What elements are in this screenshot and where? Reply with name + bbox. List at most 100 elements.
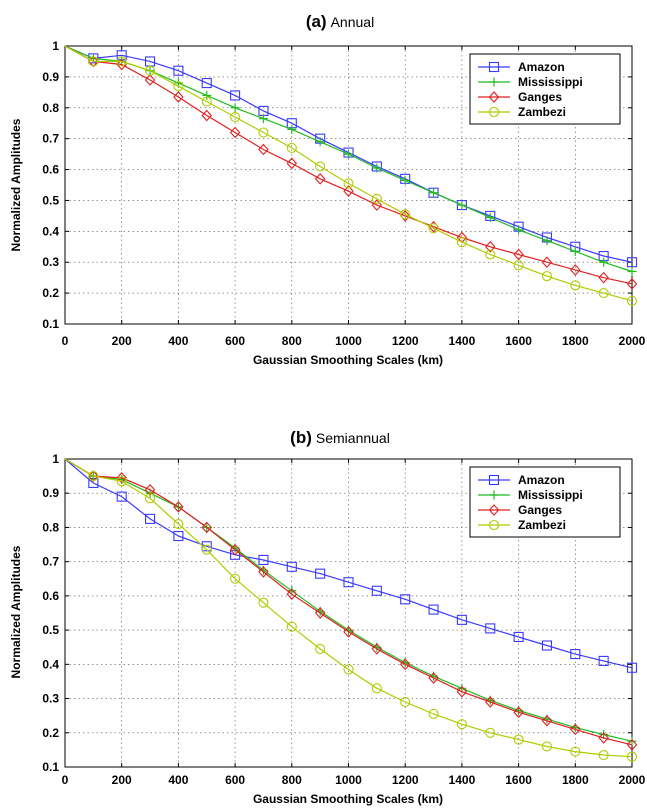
legend-marker-mississippi [489, 490, 499, 500]
data-point-zambezi [485, 727, 496, 738]
data-point-mississippi [457, 200, 467, 210]
data-point-ganges [513, 706, 524, 719]
data-point-zambezi [541, 271, 553, 282]
data-point-mississippi [315, 137, 325, 147]
data-point-zambezi [428, 223, 439, 234]
data-point-ganges [229, 126, 241, 139]
data-point-amazon [541, 640, 553, 651]
y-tick-label: 0.9 [42, 486, 59, 500]
data-point-zambezi [286, 621, 297, 632]
y-tick-label: 0.2 [42, 286, 59, 300]
data-point-mississippi [230, 103, 240, 113]
x-tick-label: 2000 [619, 334, 646, 348]
y-tick-label: 0.4 [42, 657, 59, 671]
series-line-ganges [64, 458, 633, 746]
grid [65, 46, 632, 324]
y-tick-label: 0.9 [42, 70, 59, 84]
data-point-ganges [286, 157, 298, 170]
x-axis-label: Gaussian Smoothing Scales (km) [253, 792, 443, 806]
legend-marker-ganges [488, 91, 500, 103]
data-point-ganges [570, 264, 581, 276]
y-tick-label: 0.4 [42, 224, 59, 238]
data-point-zambezi [570, 280, 581, 291]
data-point-amazon [485, 623, 496, 634]
x-tick-label: 400 [168, 334, 188, 348]
data-point-amazon [230, 90, 241, 101]
y-tick-label: 0.5 [42, 193, 59, 207]
x-tick-label: 1200 [392, 773, 419, 787]
x-tick-label: 1600 [505, 334, 532, 348]
ticks: 0 200 400 600 800 1000 1200 1400 1600 1800 2000 0.1… [42, 39, 645, 348]
x-tick-label: 600 [225, 334, 245, 348]
data-point-ganges [173, 91, 184, 103]
series-line-zambezi [64, 45, 633, 302]
data-point-zambezi [258, 127, 269, 138]
data-point-zambezi [230, 573, 241, 584]
data-point-zambezi [598, 288, 609, 299]
data-point-amazon [570, 649, 581, 660]
series-line-ganges [64, 45, 633, 285]
data-point-amazon [626, 662, 638, 673]
chart-annual: (a) Annual 0 200 400 600 800 1000 1200 1400 1600 1… [9, 12, 646, 367]
data-point-amazon [116, 491, 127, 502]
x-tick-label: 1800 [562, 334, 589, 348]
data-point-ganges [258, 143, 269, 156]
data-point-ganges [201, 109, 212, 122]
data-point-mississippi [400, 175, 410, 185]
data-point-ganges [343, 626, 354, 638]
data-point-ganges [201, 521, 212, 534]
data-point-amazon [258, 554, 269, 566]
x-tick-label: 800 [282, 334, 302, 348]
data-point-ganges [343, 185, 354, 197]
data-point-zambezi [400, 696, 411, 708]
data-point-ganges [399, 658, 411, 671]
data-point-ganges [626, 738, 638, 751]
x-tick-label: 1800 [562, 773, 589, 787]
data-point-amazon [428, 604, 439, 615]
y-tick-label: 0.7 [42, 555, 59, 569]
data-point-ganges [570, 723, 581, 736]
y-tick-label: 0.6 [42, 589, 59, 603]
x-tick-label: 200 [112, 334, 132, 348]
data-point-amazon [513, 631, 524, 643]
data-point-ganges [541, 714, 553, 727]
data-point-zambezi [315, 643, 326, 654]
data-point-ganges [485, 696, 496, 708]
x-tick-label: 2000 [619, 773, 646, 787]
legend-label-zambezi: Zambezi [518, 105, 566, 119]
data-point-ganges [598, 732, 609, 744]
legend-label-amazon: Amazon [518, 60, 565, 74]
y-tick-label: 1 [52, 452, 59, 466]
data-point-zambezi [343, 664, 354, 675]
data-point-zambezi [145, 65, 156, 76]
data-point-amazon [315, 568, 326, 579]
data-point-zambezi [598, 749, 609, 761]
y-tick-label: 0.6 [42, 163, 59, 177]
legend-label-ganges: Ganges [518, 90, 562, 104]
legend-marker-zambezi [488, 106, 500, 118]
data-point-ganges [144, 483, 156, 496]
y-tick-label: 0.1 [42, 760, 59, 774]
legend-label-zambezi: Zambezi [518, 518, 566, 532]
data-point-mississippi [372, 163, 382, 173]
data-point-zambezi [145, 493, 156, 504]
data-point-mississippi [202, 90, 212, 100]
y-tick-label: 0.2 [42, 726, 59, 740]
data-point-amazon [173, 65, 184, 76]
data-point-zambezi [286, 142, 297, 153]
data-point-zambezi [513, 734, 524, 745]
legend-marker-ganges [488, 504, 500, 516]
data-point-amazon [343, 577, 354, 588]
x-axis-label: Gaussian Smoothing Scales (km) [253, 353, 443, 367]
chart-title: (a) Annual [306, 12, 374, 31]
data-point-mississippi [570, 246, 580, 256]
data-point-mississippi [599, 257, 609, 267]
data-point-mississippi [485, 212, 495, 222]
data-point-zambezi [315, 161, 326, 172]
series-group [64, 458, 638, 762]
y-tick-label: 0.8 [42, 101, 59, 115]
data-point-amazon [145, 513, 156, 524]
